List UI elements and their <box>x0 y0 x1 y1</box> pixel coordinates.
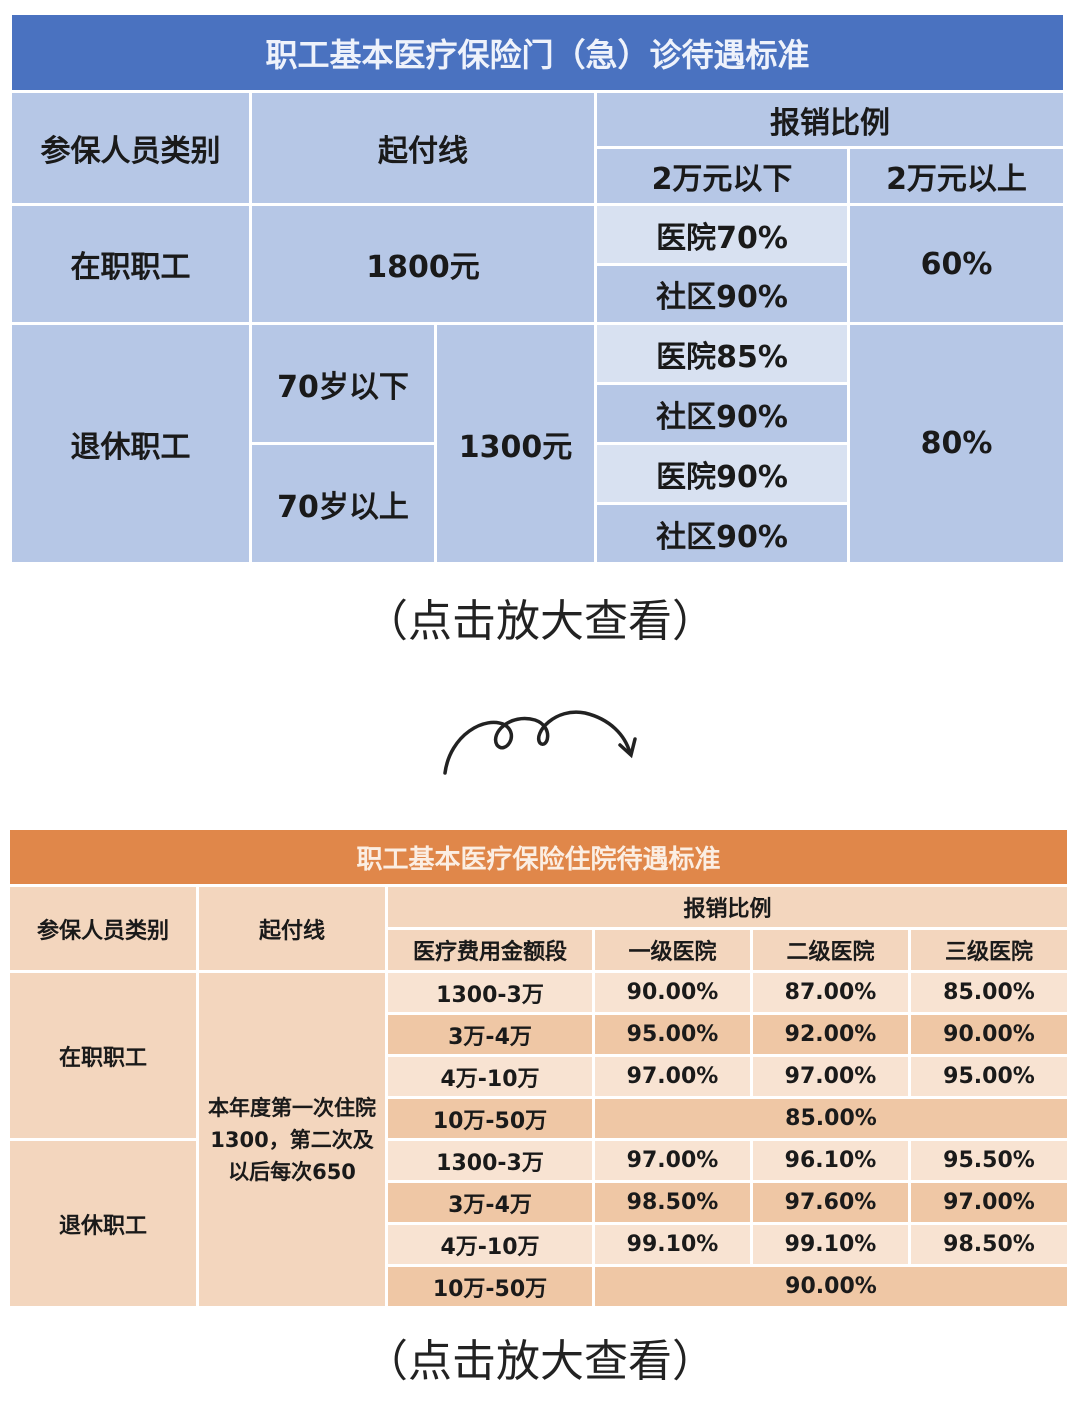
header-category: 参保人员类别 <box>10 887 196 970</box>
zoom-note: （点击放大查看） <box>364 596 716 647</box>
retired-above: 80% <box>850 325 1063 562</box>
employed-label: 在职职工 <box>12 206 249 322</box>
ratio-cell-level3: 95.00% <box>911 1057 1067 1096</box>
ratio-cell-level2: 92.00% <box>753 1015 908 1054</box>
ratio-cell-level1: 97.00% <box>595 1057 750 1096</box>
header-deductible: 起付线 <box>252 93 594 203</box>
inpatient-deductible: 本年度第一次住院1300，第二次及以后每次650 <box>199 973 385 1306</box>
curly-arrow-icon <box>443 710 637 775</box>
segment-cell: 1300-3万 <box>388 973 592 1012</box>
zoom-note: （点击放大查看） <box>364 1336 716 1387</box>
under70-hospital: 医院85% <box>597 325 847 382</box>
over70-hospital: 医院90% <box>597 445 847 502</box>
employed-label: 在职职工 <box>10 973 196 1138</box>
ratio-cell-level2: 96.10% <box>753 1141 908 1180</box>
retired-under70: 70岁以下 <box>252 325 434 442</box>
employed-hospital: 医院70% <box>597 206 847 263</box>
ratio-cell-level1: 99.10% <box>595 1225 750 1264</box>
ratio-cell-level3: 85.00% <box>911 973 1067 1012</box>
ratio-cell-level1: 95.00% <box>595 1015 750 1054</box>
header-ratio: 报销比例 <box>388 887 1067 927</box>
table-title: 职工基本医疗保险门（急）诊待遇标准 <box>12 15 1063 90</box>
retired-over70: 70岁以上 <box>252 445 434 562</box>
header-level3: 三级医院 <box>911 930 1067 970</box>
segment-cell: 10万-50万 <box>388 1267 592 1306</box>
header-below: 2万元以下 <box>597 149 847 203</box>
segment-cell: 1300-3万 <box>388 1141 592 1180</box>
ratio-cell-level2: 87.00% <box>753 973 908 1012</box>
ratio-cell-level3: 95.50% <box>911 1141 1067 1180</box>
segment-cell: 4万-10万 <box>388 1057 592 1096</box>
ratio-cell-all: 90.00% <box>595 1267 1067 1306</box>
segment-cell: 4万-10万 <box>388 1225 592 1264</box>
under70-community: 社区90% <box>597 385 847 442</box>
retired-label: 退休职工 <box>12 325 249 562</box>
retired-label: 退休职工 <box>10 1141 196 1306</box>
employed-community: 社区90% <box>597 266 847 322</box>
ratio-cell-level2: 97.60% <box>753 1183 908 1222</box>
table-title: 职工基本医疗保险住院待遇标准 <box>10 830 1067 884</box>
employed-above: 60% <box>850 206 1063 322</box>
retired-deductible: 1300元 <box>437 325 594 562</box>
header-segment: 医疗费用金额段 <box>388 930 592 970</box>
segment-cell: 3万-4万 <box>388 1015 592 1054</box>
header-above: 2万元以上 <box>850 149 1063 203</box>
outpatient-table: 职工基本医疗保险门（急）诊待遇标准 参保人员类别 起付线 报销比例 2万元以下 … <box>12 15 1066 562</box>
segment-cell: 10万-50万 <box>388 1099 592 1138</box>
ratio-cell-level3: 97.00% <box>911 1183 1067 1222</box>
header-level2: 二级医院 <box>753 930 908 970</box>
ratio-cell-level3: 90.00% <box>911 1015 1067 1054</box>
inpatient-table: 职工基本医疗保险住院待遇标准 参保人员类别 起付线 报销比例 医疗费用金额段 一… <box>10 830 1068 1306</box>
header-category: 参保人员类别 <box>12 93 249 203</box>
ratio-cell-level1: 98.50% <box>595 1183 750 1222</box>
ratio-cell-level3: 98.50% <box>911 1225 1067 1264</box>
header-level1: 一级医院 <box>595 930 750 970</box>
over70-community: 社区90% <box>597 505 847 562</box>
employed-deductible: 1800元 <box>252 206 594 322</box>
ratio-cell-level2: 97.00% <box>753 1057 908 1096</box>
segment-cell: 3万-4万 <box>388 1183 592 1222</box>
ratio-cell-level2: 99.10% <box>753 1225 908 1264</box>
header-deductible: 起付线 <box>199 887 385 970</box>
ratio-cell-level1: 90.00% <box>595 973 750 1012</box>
ratio-cell-all: 85.00% <box>595 1099 1067 1138</box>
ratio-cell-level1: 97.00% <box>595 1141 750 1180</box>
header-ratio: 报销比例 <box>597 93 1063 146</box>
